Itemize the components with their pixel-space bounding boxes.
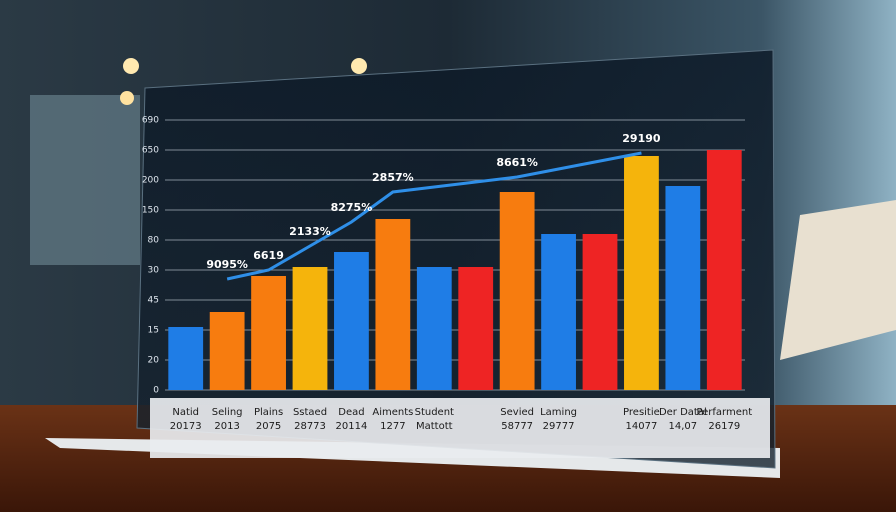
- x-tick-sublabel: 1277: [380, 421, 405, 432]
- bar: [251, 276, 286, 390]
- x-tick-label: Sstaed: [293, 407, 327, 418]
- x-tick-label: Perfarment: [696, 407, 752, 418]
- x-tick-sublabel: 28773: [294, 421, 326, 432]
- bar: [706, 150, 742, 390]
- y-tick-label: 45: [148, 296, 159, 306]
- bar: [292, 267, 328, 390]
- lamp: [351, 58, 367, 74]
- x-tick-label: Sevied: [500, 407, 534, 418]
- x-tick-sublabel: 20173: [170, 421, 202, 432]
- bar: [375, 219, 411, 390]
- x-tick-sublabel: 14077: [626, 421, 658, 432]
- bar: [541, 234, 576, 390]
- lamp: [123, 58, 139, 74]
- x-tick-label: Seling: [212, 407, 243, 418]
- y-tick-label: 0: [153, 386, 159, 396]
- x-tick-sublabel: 20114: [336, 421, 368, 432]
- x-tick-sublabel: 29777: [543, 421, 575, 432]
- bar: [499, 192, 535, 390]
- bar: [665, 186, 701, 390]
- y-tick-label: 30: [148, 266, 160, 276]
- plot: 0 20 15 45 30 80 150 200 650 690 Natid 20173 Seling 2…: [142, 116, 752, 433]
- x-tick-sublabel: 2013: [214, 421, 239, 432]
- bar: [209, 312, 245, 390]
- trend-label: 29190: [622, 132, 661, 145]
- x-tick-sublabel: 26179: [708, 421, 740, 432]
- x-tick-sublabel: 14,07: [669, 421, 698, 432]
- window: [30, 95, 140, 265]
- trend-label: 8275%: [331, 201, 373, 214]
- y-tick-label: 200: [142, 176, 159, 186]
- y-tick-label: 15: [148, 326, 159, 336]
- y-tick-label: 690: [142, 116, 159, 126]
- x-tick-label: Laming: [540, 407, 577, 418]
- trend-label: 2857%: [372, 171, 414, 184]
- label-strip: [150, 398, 770, 458]
- x-tick-label: Der Datal: [659, 407, 707, 418]
- trend-line: [226, 151, 642, 281]
- bar: [416, 267, 452, 390]
- bar: [582, 234, 618, 390]
- trend-label: 2133%: [289, 225, 331, 238]
- x-tick-label: Dead: [338, 407, 364, 418]
- bar: [334, 252, 369, 390]
- x-tick-sublabel: 2075: [256, 421, 281, 432]
- trend-label: 6619: [253, 249, 284, 262]
- y-tick-label: 20: [148, 356, 160, 366]
- y-tick-label: 80: [148, 236, 160, 246]
- bar: [458, 267, 494, 390]
- bar: [624, 156, 659, 390]
- y-tick-label: 150: [142, 206, 159, 216]
- y-tick-label: 650: [142, 146, 159, 156]
- x-tick-label: Aiments: [372, 407, 413, 418]
- x-tick-sublabel: Mattott: [416, 421, 453, 432]
- trend-label: 9095%: [206, 258, 248, 271]
- trend-label: 8661%: [496, 156, 538, 169]
- bar: [168, 327, 204, 390]
- lamp: [120, 91, 134, 105]
- x-tick-label: Student: [415, 407, 454, 418]
- x-tick-sublabel: 58777: [501, 421, 533, 432]
- x-tick-label: Presitie: [623, 407, 660, 418]
- chair: [780, 200, 896, 360]
- x-tick-label: Natid: [172, 407, 199, 418]
- x-tick-label: Plains: [254, 407, 283, 418]
